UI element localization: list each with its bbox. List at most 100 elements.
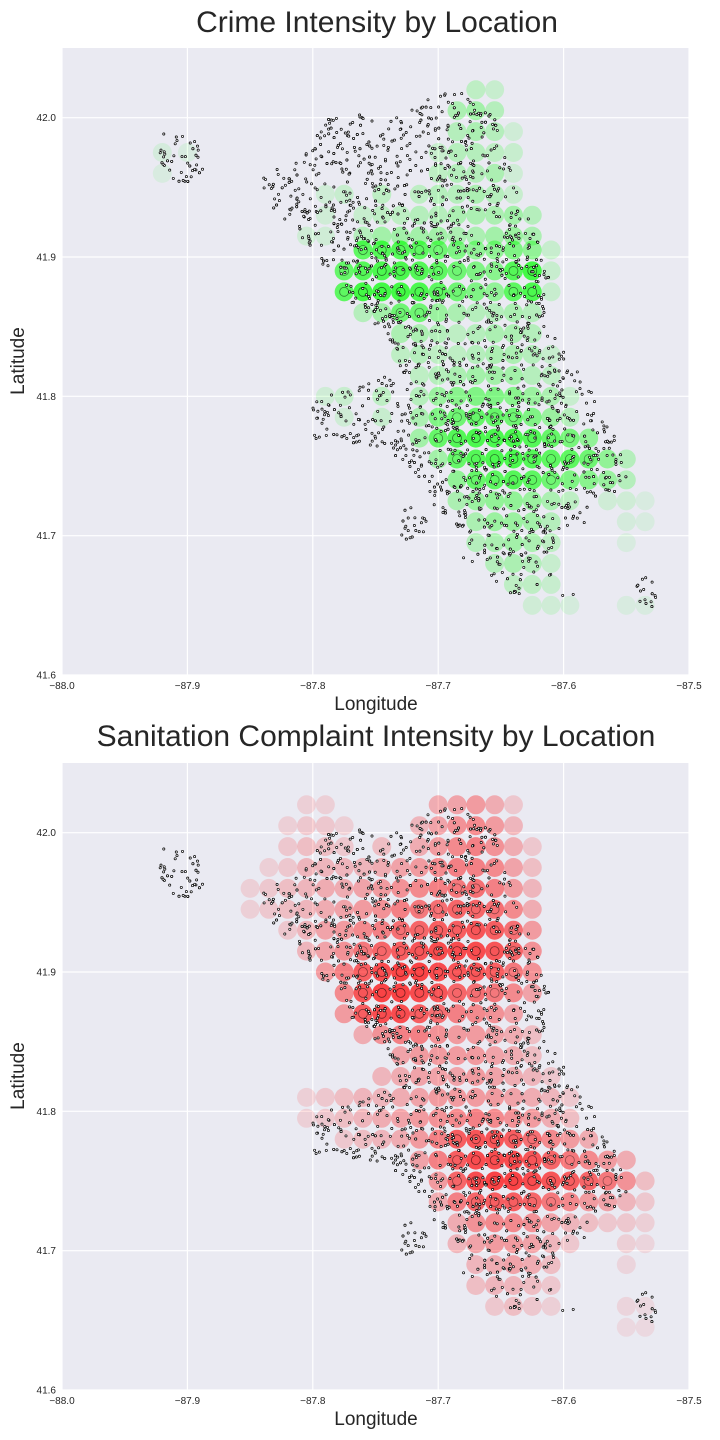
location-point <box>436 1038 440 1042</box>
location-point <box>287 180 291 184</box>
location-point <box>440 149 444 153</box>
location-point <box>508 223 512 227</box>
location-point <box>477 1066 481 1070</box>
location-point <box>420 113 424 117</box>
location-point <box>607 488 611 492</box>
location-point <box>354 1011 358 1015</box>
location-point <box>398 1008 402 1012</box>
location-point <box>516 396 520 400</box>
location-point <box>317 946 321 950</box>
intensity-marker <box>503 226 523 246</box>
location-point <box>495 1275 499 1279</box>
location-point <box>578 1102 582 1106</box>
location-point <box>383 441 387 445</box>
location-point <box>474 305 478 309</box>
location-point <box>443 429 447 433</box>
intensity-marker <box>522 282 542 302</box>
location-point <box>573 1215 577 1219</box>
intensity-marker <box>579 1129 599 1149</box>
location-point <box>399 120 403 123</box>
location-point <box>373 434 377 438</box>
intensity-marker-core <box>414 946 425 956</box>
location-point <box>469 966 473 970</box>
location-point <box>406 516 410 520</box>
location-point <box>443 1109 447 1113</box>
location-point <box>472 164 476 167</box>
location-point <box>532 570 536 574</box>
location-point <box>188 164 192 168</box>
location-point <box>380 207 384 211</box>
location-point <box>461 299 465 303</box>
location-point <box>427 1139 431 1143</box>
location-point <box>509 454 513 457</box>
location-point <box>515 1124 519 1127</box>
location-point <box>315 1131 319 1135</box>
location-point <box>394 454 398 458</box>
location-point <box>364 266 368 270</box>
location-point <box>527 1030 531 1034</box>
location-point <box>572 1169 576 1173</box>
location-point <box>465 893 469 897</box>
location-point <box>491 340 495 344</box>
location-point <box>490 543 494 547</box>
location-point <box>410 245 414 249</box>
intensity-marker <box>466 1025 486 1045</box>
location-point <box>370 877 374 881</box>
location-point <box>370 1018 374 1021</box>
location-point <box>430 298 434 302</box>
location-point <box>324 123 328 127</box>
location-point <box>465 148 469 152</box>
location-point <box>436 903 440 907</box>
intensity-marker-core <box>358 1008 368 1019</box>
location-point <box>401 346 405 350</box>
location-point <box>509 216 513 219</box>
location-point <box>293 168 297 172</box>
location-point <box>439 809 442 813</box>
location-point <box>557 1205 561 1208</box>
location-point <box>449 182 453 186</box>
intensity-marker <box>152 163 172 183</box>
location-point <box>407 952 411 955</box>
location-point <box>340 167 344 171</box>
location-point <box>392 270 396 274</box>
location-point <box>587 475 591 479</box>
location-point <box>481 1077 485 1081</box>
location-point <box>283 183 287 187</box>
location-point <box>467 416 471 420</box>
location-point <box>607 1203 611 1207</box>
location-point <box>298 227 302 231</box>
location-point <box>477 1123 481 1127</box>
location-point <box>388 1053 392 1057</box>
location-point <box>535 1229 539 1232</box>
location-point <box>508 168 512 172</box>
location-point <box>490 434 494 438</box>
location-point <box>538 451 542 455</box>
location-point <box>328 200 332 204</box>
location-point <box>293 903 297 907</box>
location-point <box>470 500 474 504</box>
location-point <box>472 159 475 163</box>
location-point <box>570 1194 574 1198</box>
location-point <box>553 1154 557 1158</box>
location-point <box>503 1038 507 1042</box>
location-point <box>427 144 431 148</box>
location-point <box>441 511 445 514</box>
location-point <box>435 391 439 395</box>
location-point <box>503 162 507 166</box>
location-point <box>340 435 344 439</box>
location-point <box>527 958 531 962</box>
location-point <box>494 1207 498 1211</box>
location-point <box>346 951 350 954</box>
location-point <box>379 886 383 890</box>
location-point <box>321 977 325 981</box>
location-point <box>388 419 392 423</box>
location-point <box>357 1104 361 1108</box>
location-point <box>414 1156 418 1160</box>
location-point <box>429 304 433 308</box>
intensity-markers <box>240 795 655 1337</box>
location-point <box>413 351 416 355</box>
location-point <box>560 1197 564 1201</box>
location-point <box>541 471 545 475</box>
location-point <box>405 888 409 892</box>
location-point <box>525 1235 529 1239</box>
